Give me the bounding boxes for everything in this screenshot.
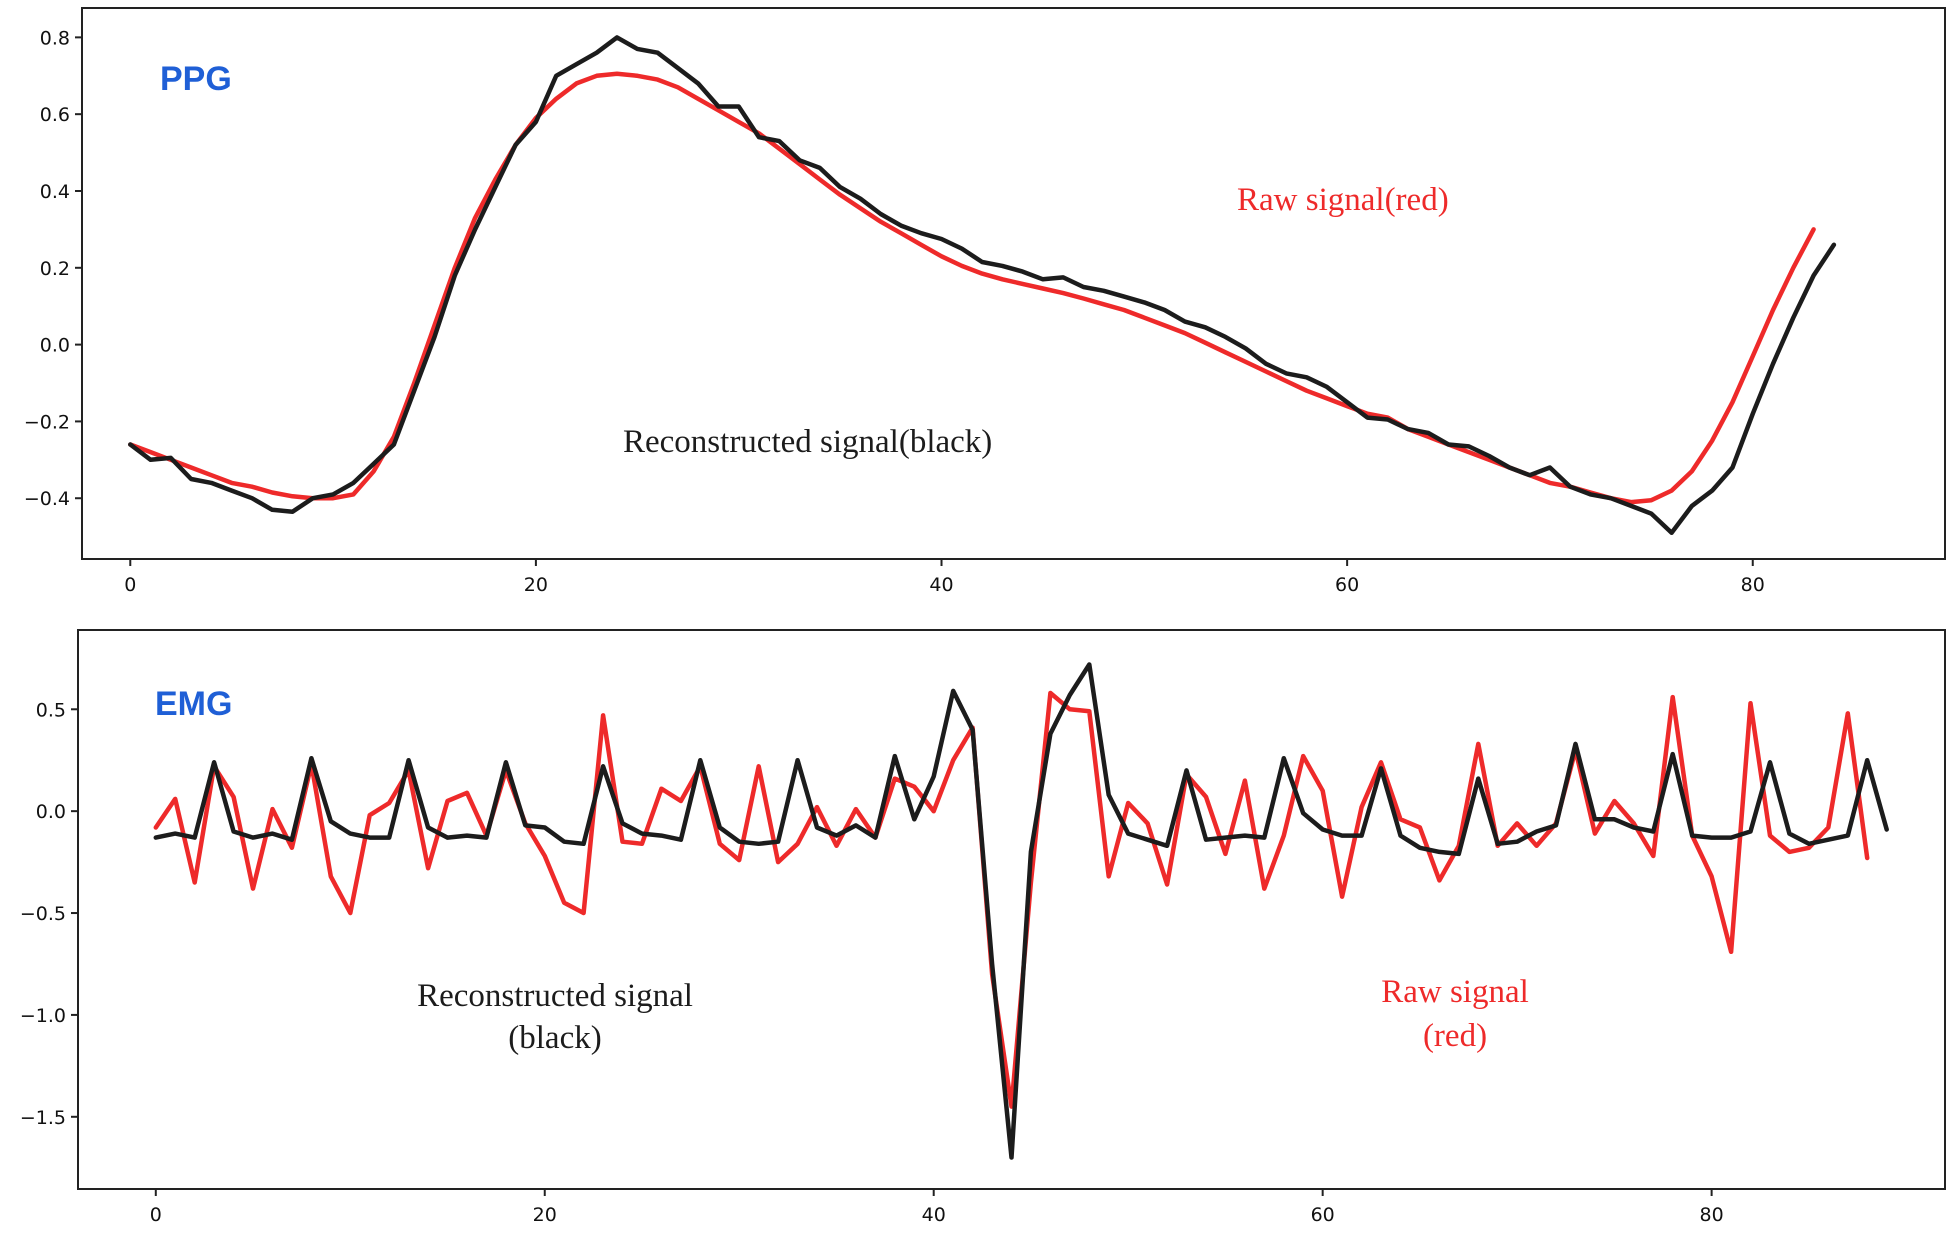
ppg-ytick-label: −0.2 [24,411,70,433]
ppg-ytick-label: 0.4 [40,181,70,203]
emg-series [153,662,1889,1160]
ppg-reconstructed-annotation: Reconstructed signal(black) [623,424,992,460]
emg-xtick-label: 60 [1311,1204,1335,1226]
ppg-xtick-label: 60 [1335,574,1359,596]
ppg-ytick-label: 0.0 [40,335,70,357]
ppg-xtick-label: 40 [929,574,953,596]
emg-xtick-label: 80 [1700,1204,1724,1226]
ppg-ytick-label: 0.2 [40,258,70,280]
ppg-ytick-label: 0.8 [40,27,70,49]
emg-xtick-label: 0 [150,1204,162,1226]
emg-ticks: 0 20 40 60 80 0.5 0.0 −0.5 −1.0 −1.5 [20,699,1724,1226]
emg-plot-frame [77,629,1946,1190]
ppg-raw-line [128,71,1816,505]
emg-ytick-label: −0.5 [20,903,66,925]
emg-xtick-label: 20 [533,1204,557,1226]
emg-xtick-label: 40 [922,1204,946,1226]
emg-reconstructed-annotation: Reconstructed signal [417,978,693,1014]
ppg-reconstructed-line [128,35,1837,536]
emg-raw-annotation-sub: (red) [1423,1018,1487,1054]
ppg-xtick-label: 0 [124,574,136,596]
emg-panel: 0 20 40 60 80 0.5 0.0 −0.5 −1.0 −1.5 EMG Reconstr… [20,629,1946,1226]
ppg-ticks: 0 20 40 60 80 0.8 0.6 0.4 0.2 0.0 −0.2 −0.4 [24,27,1765,596]
emg-title: EMG [155,685,232,723]
emg-ytick-label: −1.5 [20,1107,66,1129]
ppg-panel: 0 20 40 60 80 0.8 0.6 0.4 0.2 0.0 −0.2 −0.4 PPG Raw… [24,7,1946,596]
emg-raw-annotation: Raw signal [1381,974,1529,1010]
ppg-ytick-label: 0.6 [40,104,70,126]
ppg-xtick-label: 80 [1741,574,1765,596]
ppg-raw-annotation: Raw signal(red) [1237,182,1449,218]
emg-ytick-label: 0.5 [36,699,66,721]
ppg-ytick-label: −0.4 [24,488,70,510]
emg-raw-line [153,690,1870,1109]
ppg-xtick-label: 20 [524,574,548,596]
ppg-series [128,35,1837,536]
emg-ytick-label: −1.0 [20,1005,66,1027]
ppg-title: PPG [160,60,232,98]
emg-reconstructed-annotation-sub: (black) [508,1020,601,1056]
emg-reconstructed-line [153,662,1889,1160]
emg-ytick-label: 0.0 [36,801,66,823]
ppg-plot-frame [81,7,1946,560]
